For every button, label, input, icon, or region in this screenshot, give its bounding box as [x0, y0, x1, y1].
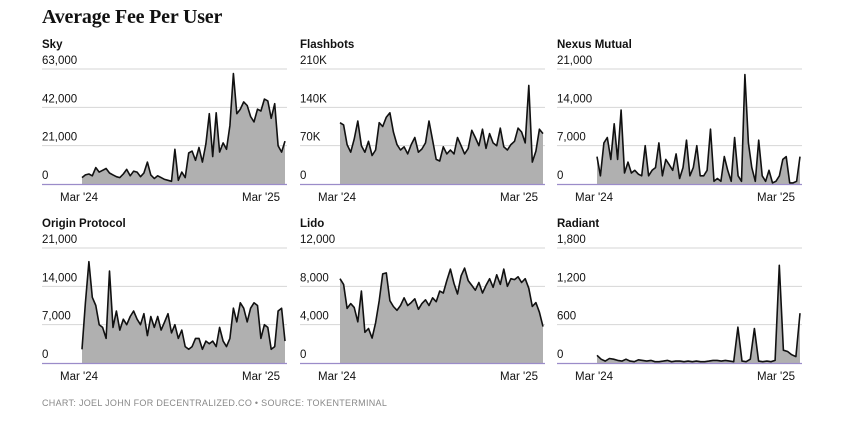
chart-title-nexus-mutual: Nexus Mutual — [557, 39, 632, 51]
chart-credit-footer: CHART: JOEL JOHN FOR DECENTRALIZED.CO • … — [42, 398, 388, 408]
y-tick-label: 600 — [557, 311, 576, 323]
chart-panel-origin-protocol: Origin Protocol 0 7,000 14,000 21,000 Mar '24… — [42, 218, 287, 383]
chart-title-radiant: Radiant — [557, 218, 599, 230]
series-line-radiant — [596, 264, 801, 363]
chart-title-lido: Lido — [300, 218, 324, 230]
y-tick-label: 7,000 — [42, 311, 71, 323]
chart-panel-flashbots: Flashbots 0 70K 140K 210K Mar '24 Mar '25 — [300, 39, 545, 204]
y-tick-label: 21,000 — [557, 55, 592, 67]
x-tick-label: Mar '24 — [60, 371, 99, 383]
series-line-lido — [339, 267, 544, 339]
y-tick-label: 7,000 — [557, 132, 586, 144]
y-tick-label: 14,000 — [42, 272, 77, 284]
chart-title-origin-protocol: Origin Protocol — [42, 218, 126, 230]
y-tick-label: 8,000 — [300, 272, 329, 284]
series-line-flashbots — [339, 84, 544, 163]
x-tick-label: Mar '25 — [757, 192, 795, 204]
y-tick-label: 4,000 — [300, 311, 329, 323]
y-tick-label: 14,000 — [557, 93, 592, 105]
x-tick-label: Mar '25 — [500, 371, 538, 383]
series-area-nexus-mutual — [597, 74, 800, 184]
y-tick-label: 0 — [300, 170, 306, 182]
page-title: Average Fee Per User — [42, 6, 223, 28]
y-tick-label: 70K — [300, 132, 321, 144]
x-tick-label: Mar '24 — [575, 371, 614, 383]
x-tick-label: Mar '24 — [60, 192, 99, 204]
series-area-lido — [340, 268, 543, 363]
chart-title-flashbots: Flashbots — [300, 39, 354, 51]
y-tick-label: 21,000 — [42, 132, 77, 144]
y-tick-label: 0 — [557, 170, 563, 182]
x-tick-label: Mar '25 — [757, 371, 795, 383]
chart-title-sky: Sky — [42, 39, 63, 51]
y-tick-label: 21,000 — [42, 234, 77, 246]
series-line-origin-protocol — [81, 260, 286, 351]
y-tick-label: 42,000 — [42, 93, 77, 105]
series-line-nexus-mutual — [596, 73, 801, 184]
y-tick-label: 0 — [557, 349, 563, 361]
y-tick-label: 0 — [42, 349, 48, 361]
x-tick-label: Mar '24 — [318, 192, 357, 204]
y-tick-label: 0 — [42, 170, 48, 182]
x-tick-label: Mar '25 — [242, 192, 280, 204]
y-tick-label: 210K — [300, 55, 327, 67]
chart-panel-sky: Sky 0 21,000 42,000 63,000 Mar '24 Mar '25 — [42, 39, 287, 204]
x-tick-label: Mar '25 — [242, 371, 280, 383]
series-area-origin-protocol — [82, 261, 285, 363]
y-tick-label: 0 — [300, 349, 306, 361]
y-tick-label: 140K — [300, 93, 327, 105]
x-tick-label: Mar '24 — [575, 192, 614, 204]
x-tick-label: Mar '24 — [318, 371, 357, 383]
y-tick-label: 12,000 — [300, 234, 335, 246]
x-tick-label: Mar '25 — [500, 192, 538, 204]
chart-panel-lido: Lido 0 4,000 8,000 12,000 Mar '24 Mar '25 — [300, 218, 545, 383]
chart-panel-radiant: Radiant 0 600 1,200 1,800 Mar '24 Mar '25 — [557, 218, 802, 383]
series-area-flashbots — [340, 85, 543, 184]
y-tick-label: 1,200 — [557, 272, 586, 284]
series-area-sky — [82, 73, 285, 184]
y-tick-label: 63,000 — [42, 55, 77, 67]
chart-panel-nexus-mutual: Nexus Mutual 0 7,000 14,000 21,000 Mar '24 Mar… — [557, 39, 802, 204]
series-line-sky — [81, 72, 286, 183]
series-area-radiant — [597, 265, 800, 363]
y-tick-label: 1,800 — [557, 234, 586, 246]
